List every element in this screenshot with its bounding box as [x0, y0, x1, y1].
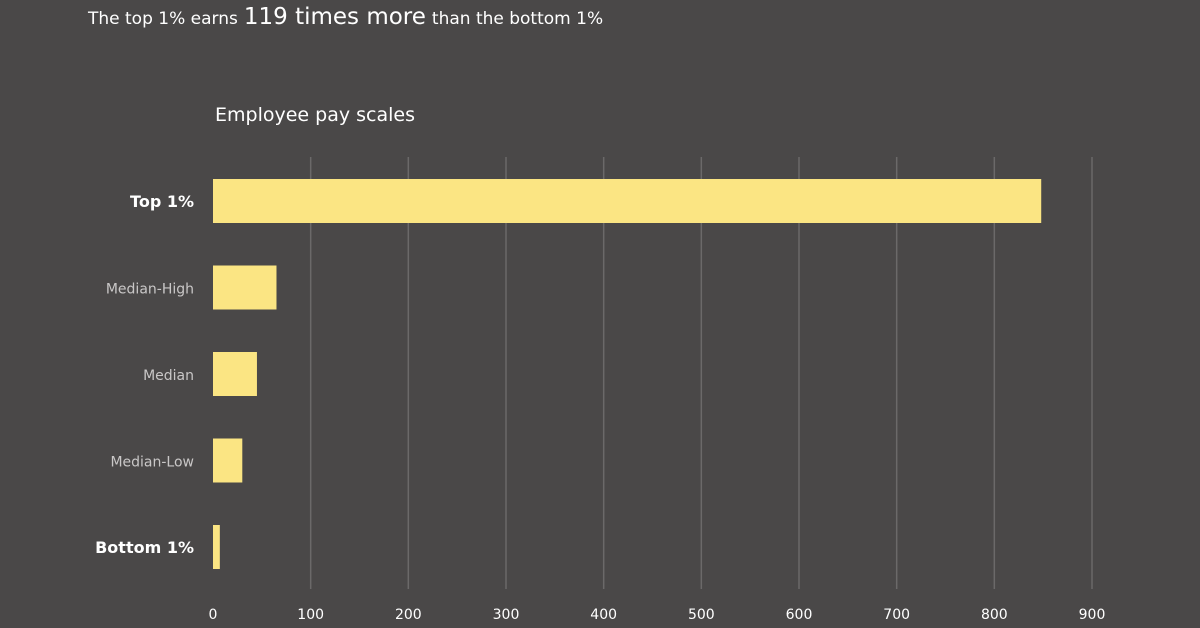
x-tick-label: 300 — [493, 607, 520, 623]
headline-suffix: than the bottom 1% — [431, 9, 604, 29]
bar — [213, 438, 243, 483]
category-label: Median-Low — [110, 455, 194, 471]
bar — [213, 352, 257, 396]
x-tick-labels: 0 100 200 300 400 500 600 700 800 900 — [209, 607, 1106, 623]
x-tick-label: 200 — [395, 607, 422, 623]
x-tick-label: 800 — [981, 607, 1008, 623]
x-tick-label: 600 — [786, 607, 813, 623]
x-tick-label: 900 — [1079, 607, 1106, 623]
headline-prefix: The top 1% earns — [88, 9, 238, 29]
headline: The top 1% earns 119 times more than the… — [88, 4, 603, 38]
x-tick-label: 500 — [688, 607, 715, 623]
x-tick-label: 0 — [209, 607, 218, 623]
headline-emphasis: 119 times more — [243, 4, 426, 30]
x-tick-label: 100 — [297, 607, 324, 623]
bar — [213, 525, 220, 569]
grid-lines — [309, 157, 1093, 589]
chart-title: Employee pay scales — [215, 104, 415, 126]
x-tick-label: 400 — [590, 607, 617, 623]
category-label: Bottom 1% — [95, 538, 194, 557]
bar — [213, 265, 277, 310]
category-label: Median-High — [106, 282, 194, 298]
x-tick-label: 700 — [883, 607, 910, 623]
bar — [213, 179, 1042, 223]
category-label: Median — [143, 368, 194, 384]
bars — [213, 179, 1042, 569]
category-label: Top 1% — [130, 192, 194, 211]
category-labels: Top 1% Median-High Median Median-Low Bottom … — [95, 192, 194, 557]
